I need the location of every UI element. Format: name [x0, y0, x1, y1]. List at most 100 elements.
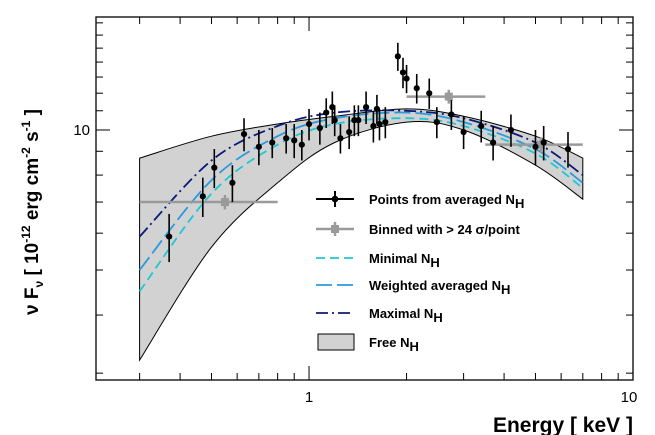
data-point-marker	[403, 75, 410, 82]
data-point	[382, 107, 389, 139]
binned-point	[406, 89, 486, 104]
data-point-marker	[337, 135, 344, 142]
data-point	[211, 149, 218, 189]
data-point	[255, 130, 262, 166]
data-point-marker	[448, 111, 455, 118]
data-point	[370, 110, 377, 143]
data-point-marker	[382, 118, 389, 126]
data-point	[490, 126, 497, 161]
data-point	[507, 114, 515, 147]
data-point	[564, 132, 572, 168]
data-point-marker	[240, 130, 248, 138]
legend-entry-maximal: Maximal NH	[316, 306, 443, 325]
data-point-marker	[507, 126, 515, 134]
binned-point-marker	[444, 92, 453, 101]
data-point-marker	[532, 143, 539, 150]
legend-entry-binned: Binned with > 24 σ/point	[316, 222, 520, 237]
data-point	[346, 116, 353, 150]
svg-text:ν Fν [ 10-12 erg cm-2 s-1 ]: ν Fν [ 10-12 erg cm-2 s-1 ]	[19, 109, 46, 315]
legend-points-marker	[331, 195, 339, 203]
plot-frame	[95, 16, 634, 381]
data-point	[460, 116, 467, 150]
data-point	[323, 98, 330, 129]
data-point-marker	[490, 139, 497, 146]
data-point-marker	[291, 137, 298, 144]
data-point	[399, 57, 407, 89]
x-tick-label-1: 1	[305, 389, 313, 406]
x-tick-label-10: 10	[621, 389, 638, 406]
y-axis-title: ν Fν [ 10-12 erg cm-2 s-1 ]	[19, 109, 46, 315]
data-point	[305, 108, 313, 141]
data-point-marker	[373, 105, 381, 113]
data-point	[331, 105, 338, 137]
data-points-layer	[166, 42, 572, 263]
data-point-marker	[426, 90, 433, 97]
data-point-marker	[269, 139, 276, 146]
data-point-marker	[298, 141, 305, 148]
data-point	[283, 124, 290, 154]
legend-entry-weighted: Weighted averaged NH	[316, 278, 510, 297]
binned-point	[139, 194, 278, 210]
data-point-marker	[460, 128, 467, 136]
data-point	[532, 130, 539, 166]
legend-free-swatch	[317, 333, 355, 351]
legend-label-points: Points from averaged NH	[369, 192, 524, 211]
data-point-marker	[394, 53, 401, 60]
data-point-marker	[362, 104, 370, 111]
binned-point-marker	[536, 140, 545, 149]
data-point	[478, 110, 485, 143]
data-point	[540, 126, 547, 161]
y-tick-label-10: 10	[73, 122, 90, 139]
legend: Points from averaged NH Binned with > 24…	[316, 191, 524, 354]
x-axis-title: Energy [ keV ]	[493, 414, 633, 435]
maximal-nh-curve	[138, 109, 584, 238]
data-point	[362, 91, 370, 125]
data-point	[337, 124, 344, 154]
data-point-marker	[329, 104, 336, 111]
data-point	[433, 107, 440, 139]
legend-entry-minimal: Minimal NH	[316, 251, 440, 270]
data-point	[199, 177, 206, 218]
data-point-marker	[255, 143, 262, 150]
data-point-marker	[305, 120, 313, 128]
data-point	[269, 128, 276, 159]
data-point	[316, 112, 323, 145]
data-point	[376, 108, 383, 141]
data-point-marker	[211, 164, 218, 171]
data-point-marker	[346, 128, 353, 136]
data-point	[298, 130, 305, 161]
free-nh-band	[139, 108, 584, 362]
binned-point-marker	[220, 198, 229, 207]
data-point-marker	[540, 139, 547, 146]
legend-entry-points: Points from averaged NH	[316, 191, 524, 211]
data-point-marker	[376, 120, 383, 128]
data-point	[413, 73, 420, 104]
data-point-marker	[323, 109, 330, 116]
data-point-marker	[331, 117, 338, 124]
axis-ticks	[96, 17, 634, 380]
data-point-marker	[399, 69, 407, 76]
data-point	[394, 42, 401, 71]
data-point-marker	[166, 233, 173, 240]
data-point-marker	[564, 145, 572, 153]
data-point-marker	[433, 118, 440, 126]
data-point-marker	[283, 135, 290, 142]
data-point	[166, 213, 173, 263]
data-point-marker	[229, 179, 236, 186]
legend-label-minimal: Minimal NH	[369, 251, 440, 270]
data-point	[291, 124, 298, 159]
data-point	[229, 165, 236, 203]
data-point-marker	[355, 117, 362, 124]
legend-label-free: Free NH	[369, 335, 419, 354]
minimal-nh-curve	[138, 117, 584, 292]
legend-binned-marker	[331, 225, 339, 233]
data-point-marker	[199, 193, 206, 200]
legend-entry-free: Free NH	[317, 333, 419, 354]
data-point	[373, 94, 381, 125]
data-point	[403, 64, 410, 94]
data-point	[240, 118, 248, 152]
data-point-marker	[478, 122, 485, 130]
free-nh-band-layer	[139, 108, 584, 362]
data-point-marker	[316, 124, 323, 132]
